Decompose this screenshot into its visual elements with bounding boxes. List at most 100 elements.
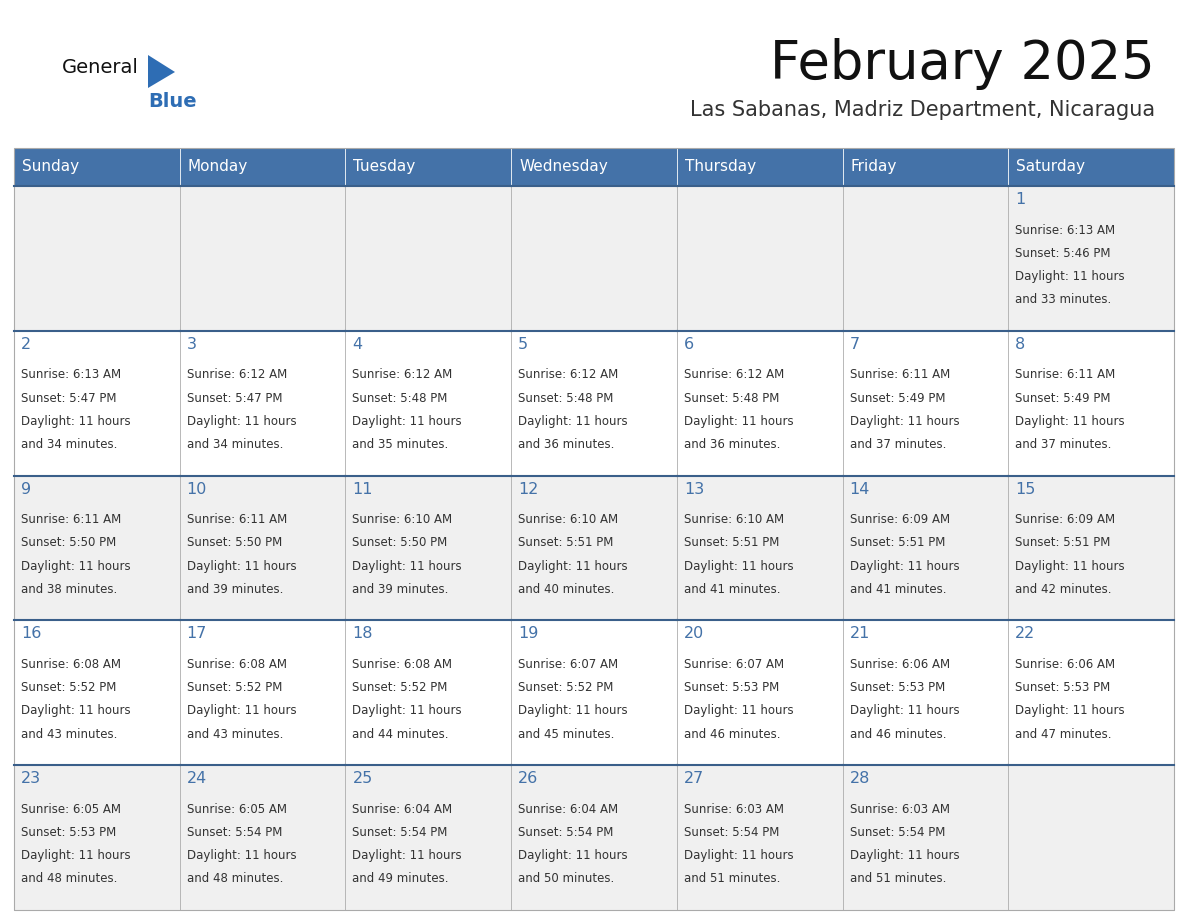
Bar [511,621,677,766]
Text: Daylight: 11 hours: Daylight: 11 hours [684,704,794,717]
Text: Sunset: 5:53 PM: Sunset: 5:53 PM [849,681,944,694]
Text: and 40 minutes.: and 40 minutes. [518,583,614,596]
Text: 28: 28 [849,771,870,786]
Text: Daylight: 11 hours: Daylight: 11 hours [21,704,131,717]
Text: Sunset: 5:54 PM: Sunset: 5:54 PM [187,826,282,839]
Text: Daylight: 11 hours: Daylight: 11 hours [187,704,296,717]
Text: Daylight: 11 hours: Daylight: 11 hours [21,560,131,573]
Bar [842,330,1009,476]
Text: and 34 minutes.: and 34 minutes. [187,438,283,451]
Text: Sunset: 5:51 PM: Sunset: 5:51 PM [849,536,944,549]
Text: and 45 minutes.: and 45 minutes. [518,728,614,741]
Text: and 37 minutes.: and 37 minutes. [1016,438,1112,451]
Text: Sunset: 5:50 PM: Sunset: 5:50 PM [21,536,116,549]
Text: Daylight: 11 hours: Daylight: 11 hours [1016,415,1125,428]
Text: 15: 15 [1016,482,1036,497]
Text: Sunset: 5:52 PM: Sunset: 5:52 PM [518,681,613,694]
Bar [1009,148,1174,186]
Text: Sunset: 5:50 PM: Sunset: 5:50 PM [353,536,448,549]
Text: and 47 minutes.: and 47 minutes. [1016,728,1112,741]
Text: 13: 13 [684,482,704,497]
Text: Sunset: 5:51 PM: Sunset: 5:51 PM [1016,536,1111,549]
Text: Daylight: 11 hours: Daylight: 11 hours [1016,270,1125,283]
Text: 14: 14 [849,482,870,497]
Text: and 38 minutes.: and 38 minutes. [21,583,118,596]
Bar [1009,186,1174,330]
Text: 23: 23 [21,771,42,786]
Bar [14,148,179,186]
Text: Daylight: 11 hours: Daylight: 11 hours [187,415,296,428]
Text: and 44 minutes.: and 44 minutes. [353,728,449,741]
Text: Daylight: 11 hours: Daylight: 11 hours [353,849,462,862]
Text: Sunset: 5:54 PM: Sunset: 5:54 PM [353,826,448,839]
Bar [511,766,677,910]
Bar [346,330,511,476]
Bar [346,476,511,621]
Bar [179,766,346,910]
Bar [677,476,842,621]
Text: and 33 minutes.: and 33 minutes. [1016,293,1112,306]
Text: Sunrise: 6:13 AM: Sunrise: 6:13 AM [21,368,121,382]
Text: Daylight: 11 hours: Daylight: 11 hours [518,849,627,862]
Text: Sunrise: 6:05 AM: Sunrise: 6:05 AM [187,803,286,816]
Text: and 43 minutes.: and 43 minutes. [21,728,118,741]
Text: 26: 26 [518,771,538,786]
Text: Sunset: 5:52 PM: Sunset: 5:52 PM [353,681,448,694]
Bar [842,148,1009,186]
Bar [14,148,1174,910]
Text: Daylight: 11 hours: Daylight: 11 hours [849,704,959,717]
Text: and 36 minutes.: and 36 minutes. [684,438,781,451]
Text: Sunrise: 6:09 AM: Sunrise: 6:09 AM [849,513,949,526]
Text: February 2025: February 2025 [770,38,1155,90]
Text: Sunrise: 6:12 AM: Sunrise: 6:12 AM [518,368,619,382]
Text: Daylight: 11 hours: Daylight: 11 hours [518,704,627,717]
Text: Sunset: 5:49 PM: Sunset: 5:49 PM [1016,392,1111,405]
Text: Daylight: 11 hours: Daylight: 11 hours [684,560,794,573]
Text: Sunset: 5:48 PM: Sunset: 5:48 PM [684,392,779,405]
Text: and 50 minutes.: and 50 minutes. [518,872,614,885]
Text: Sunset: 5:46 PM: Sunset: 5:46 PM [1016,247,1111,260]
Bar [1009,621,1174,766]
Text: and 39 minutes.: and 39 minutes. [353,583,449,596]
Text: and 35 minutes.: and 35 minutes. [353,438,449,451]
Bar [346,148,511,186]
Text: Sunset: 5:48 PM: Sunset: 5:48 PM [353,392,448,405]
Text: 24: 24 [187,771,207,786]
Text: Sunset: 5:48 PM: Sunset: 5:48 PM [518,392,613,405]
Text: 21: 21 [849,626,870,642]
Text: and 46 minutes.: and 46 minutes. [849,728,946,741]
Text: Daylight: 11 hours: Daylight: 11 hours [21,849,131,862]
Text: 4: 4 [353,337,362,352]
Text: Sunrise: 6:03 AM: Sunrise: 6:03 AM [849,803,949,816]
Text: 3: 3 [187,337,197,352]
Text: Sunrise: 6:06 AM: Sunrise: 6:06 AM [1016,658,1116,671]
Text: Sunset: 5:53 PM: Sunset: 5:53 PM [21,826,116,839]
Text: and 46 minutes.: and 46 minutes. [684,728,781,741]
Text: Sunrise: 6:12 AM: Sunrise: 6:12 AM [187,368,287,382]
Text: and 37 minutes.: and 37 minutes. [849,438,946,451]
Text: and 48 minutes.: and 48 minutes. [187,872,283,885]
Text: Saturday: Saturday [1016,160,1086,174]
Text: Daylight: 11 hours: Daylight: 11 hours [849,849,959,862]
Text: Daylight: 11 hours: Daylight: 11 hours [518,415,627,428]
Bar [511,148,677,186]
Bar [1009,766,1174,910]
Bar [179,148,346,186]
Text: Sunrise: 6:04 AM: Sunrise: 6:04 AM [353,803,453,816]
Text: Daylight: 11 hours: Daylight: 11 hours [684,849,794,862]
Bar [14,621,179,766]
Text: Sunrise: 6:13 AM: Sunrise: 6:13 AM [1016,224,1116,237]
Bar [179,186,346,330]
Text: and 51 minutes.: and 51 minutes. [684,872,781,885]
Text: Daylight: 11 hours: Daylight: 11 hours [353,415,462,428]
Text: Sunrise: 6:10 AM: Sunrise: 6:10 AM [684,513,784,526]
Bar [511,476,677,621]
Text: Daylight: 11 hours: Daylight: 11 hours [353,560,462,573]
Text: Sunset: 5:54 PM: Sunset: 5:54 PM [518,826,613,839]
Text: Sunrise: 6:08 AM: Sunrise: 6:08 AM [353,658,453,671]
Text: Daylight: 11 hours: Daylight: 11 hours [518,560,627,573]
Text: Sunrise: 6:10 AM: Sunrise: 6:10 AM [353,513,453,526]
Text: 17: 17 [187,626,207,642]
Text: Sunrise: 6:06 AM: Sunrise: 6:06 AM [849,658,949,671]
Text: 22: 22 [1016,626,1036,642]
